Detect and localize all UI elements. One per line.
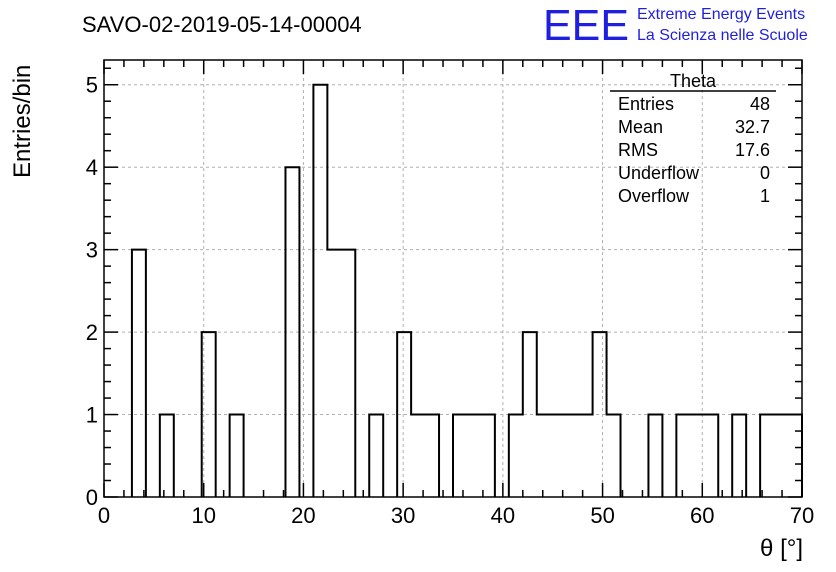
histogram-bin (509, 415, 523, 497)
histogram-bin (411, 415, 425, 497)
y-axis-label: Entries/bin (9, 65, 36, 178)
histogram-bin (425, 415, 439, 497)
stats-value: 1 (760, 186, 770, 206)
stats-value: 32.7 (735, 117, 770, 137)
y-tick-label: 0 (86, 485, 98, 510)
x-tick-labels: 0 10 20 30 40 50 60 70 (98, 503, 814, 528)
histogram-bin (732, 415, 746, 497)
x-tick-label: 10 (191, 503, 215, 528)
logo-line-1: Extreme Energy Events (637, 6, 805, 23)
y-tick-label: 2 (86, 320, 98, 345)
histogram-bin (313, 85, 327, 497)
y-tick-label: 3 (86, 238, 98, 263)
plot-frame (103, 59, 803, 498)
histogram-bin (551, 415, 565, 497)
axes (103, 59, 803, 498)
stats-rows: Entries 48 Mean 32.7 RMS 17.6 Underflow 0 Overfl… (618, 94, 770, 206)
histogram-bin (648, 415, 662, 497)
y-tick-label: 5 (86, 73, 98, 98)
stats-label: Mean (618, 117, 663, 137)
x-tick-label: 70 (790, 503, 814, 528)
histogram-bin (481, 415, 495, 497)
stats-value: 0 (760, 163, 770, 183)
logo-line-2: La Scienza nelle Scuole (637, 27, 808, 44)
stats-value: 17.6 (735, 140, 770, 160)
histogram-bin (579, 415, 593, 497)
histogram-bin (160, 415, 174, 497)
stats-label: Entries (618, 94, 674, 114)
x-tick-label: 60 (690, 503, 714, 528)
histogram-bin (537, 415, 551, 497)
x-tick-label: 0 (98, 503, 110, 528)
histogram-bars (130, 83, 803, 497)
stats-title: Theta (670, 71, 717, 91)
histogram-outline (130, 83, 803, 497)
x-tick-label: 20 (291, 503, 315, 528)
histogram-bin (369, 415, 383, 497)
histogram-bin (676, 415, 690, 497)
stats-label: Overflow (618, 186, 690, 206)
histogram-bin (341, 250, 355, 497)
histogram-bin (704, 415, 718, 497)
histogram-bin (467, 415, 481, 497)
x-tick-label: 50 (590, 503, 614, 528)
histogram-bin (565, 415, 579, 497)
x-tick-label: 30 (391, 503, 415, 528)
y-tick-labels: 0 1 2 3 4 5 (86, 73, 98, 510)
stats-label: Underflow (618, 163, 700, 183)
histogram-bin (760, 415, 774, 497)
histogram-bin (327, 250, 341, 497)
stats-box: Theta Entries 48 Mean 32.7 RMS 17.6 Underflow 0… (610, 71, 776, 206)
x-tick-label: 40 (491, 503, 515, 528)
histogram-bin (788, 415, 802, 497)
eee-logo-mark: EEE (543, 1, 629, 50)
stats-label: RMS (618, 140, 658, 160)
y-tick-label: 1 (86, 403, 98, 428)
stats-value: 48 (750, 94, 770, 114)
histogram-bin (453, 415, 467, 497)
chart-title: SAVO-02-2019-05-14-00004 (82, 12, 362, 37)
x-axis-label: θ [°] (760, 535, 803, 562)
histogram-bin (607, 415, 621, 497)
y-tick-label: 4 (86, 155, 98, 180)
histogram-bin (230, 415, 244, 497)
histogram-bin (774, 415, 788, 497)
histogram-bin (132, 250, 146, 497)
